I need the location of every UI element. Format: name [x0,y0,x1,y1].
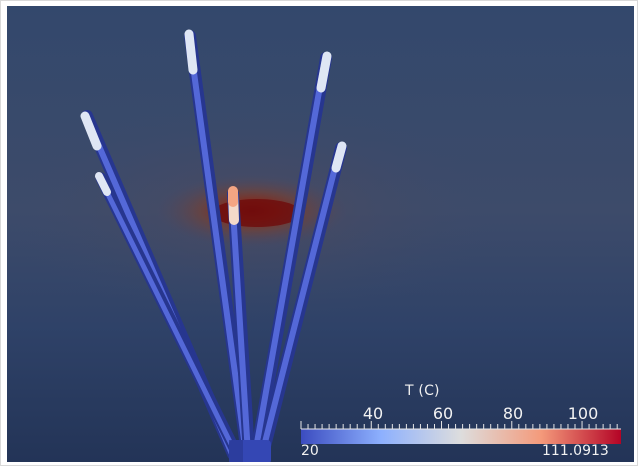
colorbar-title: T (C) [405,383,440,399]
colorbar [300,421,621,444]
hotspot-core [212,199,302,227]
colorbar-ticks [300,421,621,430]
colorbar-max-label: 111.0913 [542,443,609,459]
colorbar-tick-label: 40 [362,404,384,423]
rod-manifold-shade [229,440,243,462]
heater-rod [95,172,243,460]
colorbar-tick-label: 60 [432,404,454,423]
heater-rod [227,186,255,460]
colorbar-min-label: 20 [301,443,319,459]
heater-rod [184,29,253,460]
render-viewport[interactable]: T (C) 40 60 80 100 20 111.0913 [7,6,634,462]
heater-rod [250,51,332,460]
simulation-scene[interactable] [7,6,634,462]
colorbar-gradient [301,429,621,444]
colorbar-tick-label: 80 [502,404,524,423]
heater-rods [80,29,347,460]
colorbar-tick-label: 100 [567,404,599,423]
heater-rod [257,141,347,460]
